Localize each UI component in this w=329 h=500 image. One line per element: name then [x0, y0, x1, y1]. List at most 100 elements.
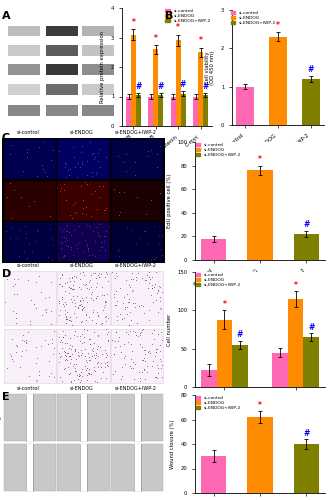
- Point: [124, 303, 129, 311]
- Point: [43, 308, 49, 316]
- Point: [156, 286, 161, 294]
- Point: [85, 284, 90, 292]
- Point: [85, 246, 90, 254]
- Point: [98, 359, 104, 367]
- Point: [83, 345, 88, 353]
- Point: [65, 350, 70, 358]
- Point: [141, 227, 147, 235]
- Point: [67, 340, 72, 348]
- Point: [159, 362, 164, 370]
- Point: [145, 348, 151, 356]
- Point: [79, 318, 84, 326]
- Point: [59, 226, 64, 234]
- Bar: [247, 170, 273, 260]
- Point: [139, 274, 144, 282]
- Point: [90, 308, 95, 316]
- Point: [129, 348, 134, 356]
- Y-axis label: Cell number: Cell number: [167, 314, 172, 346]
- Point: [100, 291, 105, 299]
- Point: [62, 224, 67, 232]
- Point: [87, 276, 92, 283]
- Point: [80, 196, 86, 204]
- Point: [147, 306, 152, 314]
- Point: [70, 342, 75, 350]
- Bar: [201, 456, 226, 493]
- Point: [96, 358, 101, 366]
- Point: [66, 228, 72, 236]
- Point: [34, 344, 39, 351]
- Point: [123, 328, 129, 336]
- Point: [63, 196, 68, 204]
- Point: [94, 280, 99, 287]
- Text: GAPDH: GAPDH: [0, 108, 1, 114]
- Point: [78, 164, 83, 172]
- Point: [68, 284, 73, 292]
- Point: [67, 277, 72, 285]
- Point: [21, 336, 27, 344]
- Point: [127, 327, 133, 335]
- Point: [93, 349, 99, 357]
- Point: [87, 313, 92, 321]
- Point: [149, 284, 154, 292]
- Point: [72, 326, 77, 334]
- Point: [155, 368, 161, 376]
- Point: [4, 226, 9, 234]
- Point: [38, 288, 44, 296]
- Point: [73, 360, 79, 368]
- Point: [122, 352, 128, 360]
- Point: [71, 272, 76, 280]
- Point: [122, 314, 127, 322]
- Point: [105, 314, 111, 322]
- Text: WNT5B: WNT5B: [0, 48, 1, 53]
- Point: [63, 222, 69, 230]
- Point: [69, 246, 74, 254]
- Point: [27, 372, 32, 380]
- Point: [62, 186, 67, 194]
- Point: [157, 298, 163, 306]
- Point: [70, 362, 75, 370]
- Point: [142, 276, 147, 284]
- Point: [98, 343, 103, 351]
- Point: [101, 292, 106, 300]
- Point: [67, 344, 72, 352]
- Point: [130, 327, 135, 335]
- Point: [80, 268, 86, 276]
- Point: [48, 212, 53, 220]
- Point: [137, 234, 142, 242]
- Point: [47, 292, 52, 300]
- Text: si-ENDOG: si-ENDOG: [70, 262, 94, 268]
- Point: [65, 308, 70, 316]
- Point: [149, 340, 155, 348]
- Point: [103, 246, 108, 254]
- Point: [78, 372, 83, 380]
- Y-axis label: Cell viability
(OD 450 nm): Cell viability (OD 450 nm): [205, 50, 215, 84]
- Point: [94, 345, 99, 353]
- Point: [102, 360, 107, 368]
- Point: [80, 349, 85, 357]
- Point: [63, 331, 68, 339]
- Point: [121, 188, 127, 196]
- Point: [49, 339, 55, 347]
- Point: [82, 334, 87, 342]
- Point: [149, 329, 155, 337]
- Point: [42, 336, 48, 344]
- Point: [88, 290, 93, 298]
- Point: [76, 374, 81, 382]
- Point: [37, 143, 42, 151]
- Bar: [111, 271, 164, 325]
- Point: [69, 273, 74, 281]
- Text: si-ENDOG+IWP-2: si-ENDOG+IWP-2: [115, 386, 157, 391]
- Point: [42, 294, 47, 302]
- Point: [65, 339, 70, 347]
- Point: [62, 348, 67, 356]
- Point: [106, 328, 111, 336]
- Bar: [111, 180, 164, 220]
- Point: [58, 184, 63, 192]
- Point: [85, 349, 90, 357]
- Bar: [111, 444, 164, 491]
- Point: [84, 298, 89, 306]
- Point: [72, 241, 77, 249]
- Point: [87, 222, 92, 230]
- Point: [77, 268, 83, 276]
- Point: [131, 376, 136, 384]
